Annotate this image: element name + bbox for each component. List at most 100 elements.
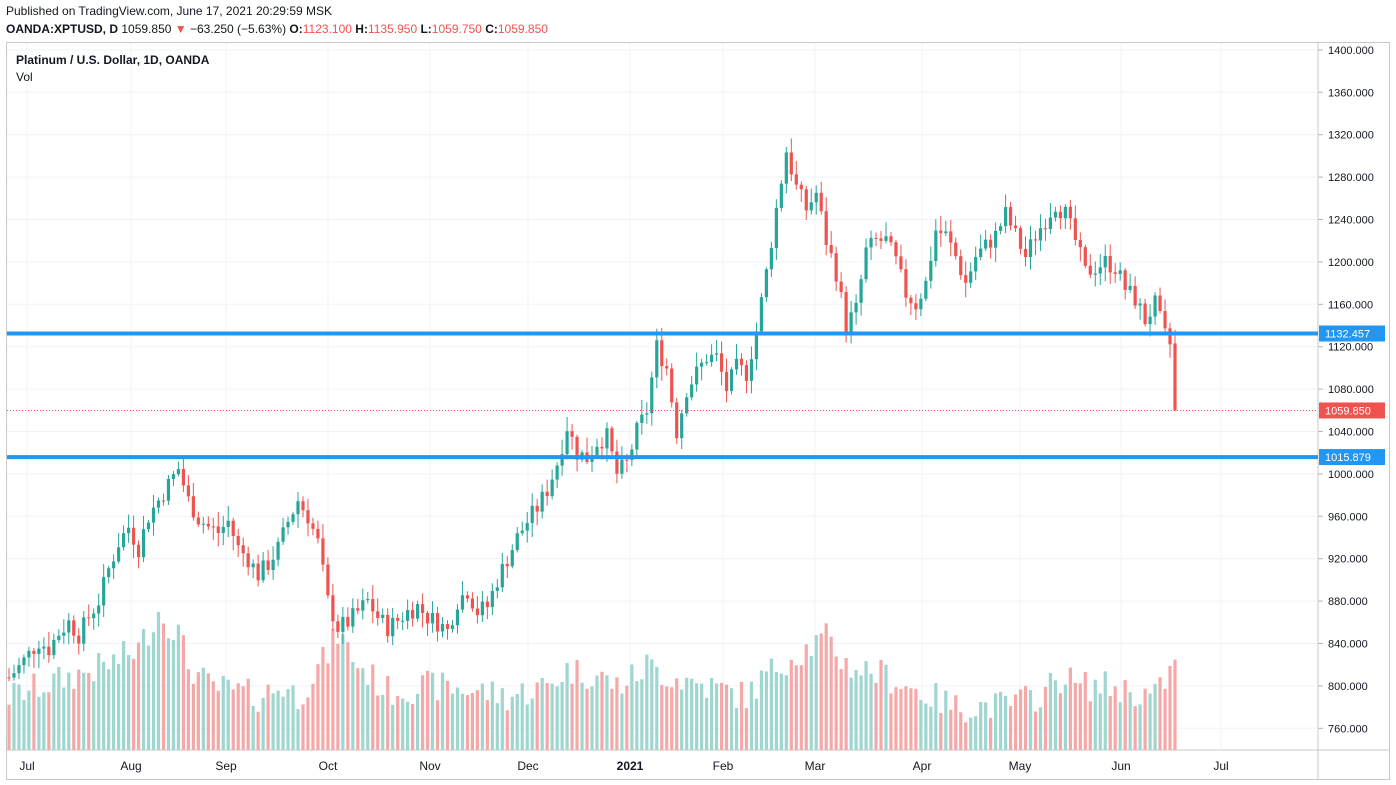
x-tick-label: Dec bbox=[517, 759, 538, 773]
volume-bar bbox=[660, 684, 664, 750]
candle-body bbox=[670, 368, 674, 403]
candle-body bbox=[161, 500, 166, 502]
volume-bar bbox=[32, 673, 36, 750]
volume-bar bbox=[411, 704, 415, 750]
x-tick-label: May bbox=[1009, 759, 1032, 773]
volume-bar bbox=[136, 642, 141, 750]
volume-bar bbox=[37, 696, 41, 750]
price-label-box bbox=[1319, 325, 1385, 342]
candle-body bbox=[286, 521, 290, 528]
high-value: 1135.950 bbox=[367, 22, 418, 36]
candle-body bbox=[321, 538, 325, 565]
candle-body bbox=[1153, 295, 1157, 317]
candle-body bbox=[714, 353, 719, 355]
candle-body bbox=[1063, 206, 1067, 219]
candle-body bbox=[371, 598, 375, 612]
candle-body bbox=[246, 553, 250, 568]
low-value: 1059.750 bbox=[431, 22, 482, 36]
candle-body bbox=[445, 624, 450, 629]
candle-body bbox=[869, 237, 873, 248]
x-tick-label: Jun bbox=[1111, 759, 1130, 773]
candle-body bbox=[231, 520, 235, 536]
candle-body bbox=[969, 271, 973, 283]
candle-body bbox=[520, 530, 524, 534]
candle-body bbox=[959, 256, 963, 276]
candle-body bbox=[1088, 265, 1092, 275]
y-tick-label: 1160.000 bbox=[1328, 299, 1373, 311]
candle-body bbox=[729, 369, 734, 392]
candle-body bbox=[784, 152, 788, 184]
candle-body bbox=[640, 414, 644, 423]
candle-body bbox=[904, 269, 908, 298]
volume-bar bbox=[455, 687, 460, 750]
volume-bar bbox=[849, 677, 853, 750]
candle-body bbox=[236, 535, 240, 546]
volume-bar bbox=[122, 641, 126, 750]
volume-bar bbox=[341, 634, 345, 750]
candle-body bbox=[924, 280, 928, 299]
volume-bar bbox=[844, 658, 848, 750]
volume-bar bbox=[171, 640, 176, 750]
candle-body bbox=[77, 635, 81, 644]
candle-body bbox=[1173, 343, 1177, 411]
candle-body bbox=[954, 242, 958, 257]
volume-bar bbox=[430, 672, 435, 750]
candle-body bbox=[72, 620, 76, 636]
candle-body bbox=[460, 595, 465, 610]
volume-bar bbox=[675, 678, 679, 750]
volume-bar bbox=[655, 666, 659, 750]
volume-bar bbox=[700, 683, 704, 750]
chart-frame[interactable] bbox=[6, 42, 1390, 780]
volume-bar bbox=[191, 683, 195, 750]
volume-bar bbox=[570, 683, 574, 750]
last-price-label: 1059.850 bbox=[1325, 405, 1371, 417]
volume-bar bbox=[256, 711, 260, 750]
candle-body bbox=[834, 253, 838, 282]
volume-bar bbox=[620, 693, 624, 750]
volume-bar bbox=[610, 688, 614, 750]
volume-bar bbox=[510, 696, 514, 750]
volume-bar bbox=[665, 686, 669, 750]
x-tick-label: Jul bbox=[1213, 759, 1228, 773]
volume-bar bbox=[595, 675, 599, 750]
candle-body bbox=[136, 544, 141, 558]
candle-body bbox=[799, 184, 803, 190]
candle-body bbox=[1128, 285, 1132, 290]
volume-bar bbox=[376, 695, 380, 750]
candle-body bbox=[635, 422, 639, 450]
candle-body bbox=[276, 541, 280, 560]
volume-bar bbox=[899, 689, 903, 750]
volume-bar bbox=[615, 677, 619, 750]
volume-bar bbox=[440, 672, 445, 750]
volume-bar bbox=[112, 654, 116, 750]
candle-body bbox=[680, 413, 684, 439]
volume-bar bbox=[779, 673, 783, 750]
volume-bar bbox=[729, 688, 734, 750]
candle-body bbox=[675, 402, 679, 439]
candle-body bbox=[241, 545, 245, 554]
volume-bar bbox=[17, 684, 21, 750]
candle-body bbox=[545, 491, 549, 497]
volume-bar bbox=[565, 662, 569, 750]
volume-bar bbox=[386, 676, 390, 750]
volume-bar bbox=[1073, 682, 1077, 750]
volume-bar bbox=[560, 681, 564, 750]
volume-bar bbox=[645, 654, 649, 750]
candle-body bbox=[595, 446, 599, 456]
volume-bar bbox=[326, 663, 330, 750]
candle-body bbox=[1033, 239, 1038, 241]
candle-body bbox=[341, 616, 345, 632]
volume-bar bbox=[1148, 693, 1152, 750]
candle-body bbox=[979, 248, 983, 258]
candle-body bbox=[505, 563, 509, 567]
candle-body bbox=[1018, 228, 1023, 249]
candle-body bbox=[804, 189, 808, 211]
candle-body bbox=[1093, 273, 1097, 275]
y-tick-label: 1360.000 bbox=[1328, 87, 1374, 99]
volume-bar bbox=[998, 691, 1003, 750]
candle-body bbox=[102, 577, 106, 606]
candle-body bbox=[311, 523, 315, 529]
volume-bar bbox=[1153, 683, 1157, 750]
y-tick-label: 1280.000 bbox=[1328, 172, 1374, 184]
